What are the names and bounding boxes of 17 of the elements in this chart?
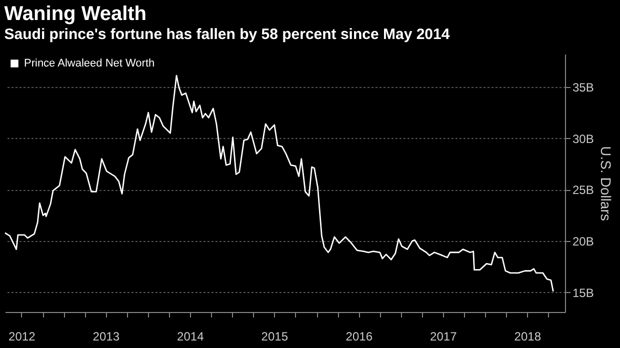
x-tick-label: 2012 [8,330,36,344]
y-tick-label: 30B [572,132,594,146]
y-tick-label: 15B [572,286,594,300]
chart-title: Waning Wealth [4,3,147,25]
y-tick-label: 20B [572,234,594,249]
line-series [4,74,554,292]
y-tick-label: 25B [572,183,594,198]
y-axis-title: U.S. Dollars [598,146,614,221]
x-tick-label: 2014 [177,330,204,344]
legend-label: Prince Alwaleed Net Worth [24,58,155,70]
x-tick-label: 2018 [514,330,542,344]
x-tick-label: 2016 [346,330,373,344]
x-tick-label: 2017 [430,330,458,344]
chart-subtitle: Saudi prince's fortune has fallen by 58 percent since May 2014 [4,26,450,43]
y-tick-label: 35B [572,80,594,94]
x-tick-label: 2015 [261,330,288,344]
x-tick-label: 2013 [92,330,120,344]
